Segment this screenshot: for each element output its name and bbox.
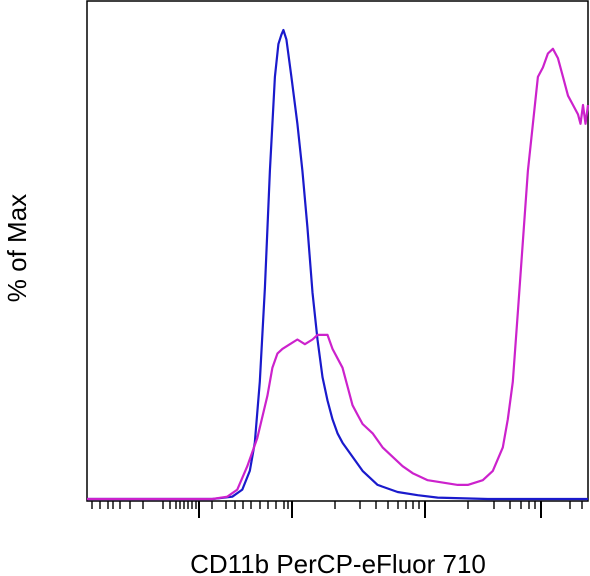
x-axis-ticks [91,501,583,518]
series-line-2 [87,47,590,501]
series-line-1 [87,28,588,501]
x-axis-label: CD11b PerCP-eFluor 710 [190,549,486,576]
series-group [87,28,590,501]
plot-frame [86,0,589,502]
y-axis-label: % of Max [2,194,32,302]
